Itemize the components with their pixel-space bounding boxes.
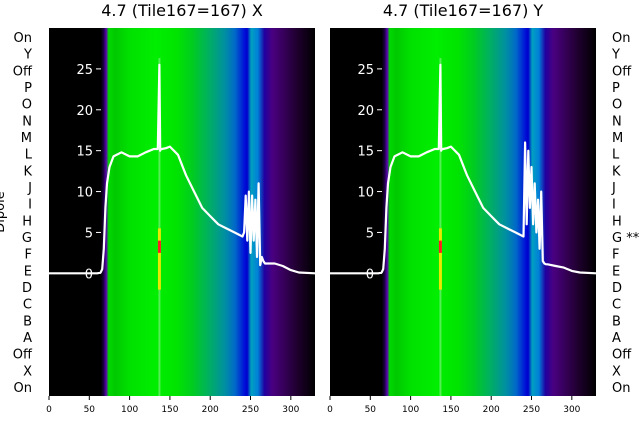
y-tick-label-1: 5 xyxy=(85,226,93,241)
dipole-label-10: I xyxy=(612,198,616,213)
spike-band-0 xyxy=(439,58,442,396)
y-tick-label-0: 0 xyxy=(366,267,374,282)
x-tick-label-3: 150 xyxy=(442,405,459,415)
dipole-label-14: E xyxy=(612,264,620,279)
y-tick-label-0: 0 xyxy=(85,267,93,282)
x-tick-label-5: 250 xyxy=(523,405,540,415)
chart-title: 4.7 (Tile167=167) Y xyxy=(383,1,544,20)
dipole-label-18: A xyxy=(612,331,621,346)
dipole-label-16: C xyxy=(612,298,621,313)
series-line xyxy=(49,63,316,275)
dipole-label-9: J xyxy=(27,181,32,196)
dipole-label-11: H xyxy=(612,214,622,229)
y-ticks: 0 5 10 15 20 25 xyxy=(76,63,101,282)
x-tick-label-2: 100 xyxy=(402,405,419,415)
dipole-label-15: D xyxy=(22,281,32,296)
x-tick-label-2: 100 xyxy=(121,405,138,415)
y-tick-label-1: 5 xyxy=(366,226,374,241)
x-tick-label-4: 200 xyxy=(202,405,219,415)
dipole-label-6: M xyxy=(612,131,623,146)
dipole-label-0: On xyxy=(14,31,32,46)
dipole-label-1: Y xyxy=(23,48,32,63)
spike-red-0 xyxy=(438,240,442,253)
dipole-label-7: L xyxy=(25,148,33,163)
dipole-label-4: O xyxy=(612,98,622,113)
y-tick-label-2: 10 xyxy=(357,186,374,201)
x-tick-label-1: 50 xyxy=(365,405,377,415)
spike-yellow-0 xyxy=(157,228,161,290)
x-ticks: 0 50 100 150 200 250 300 xyxy=(327,396,581,415)
y-tick-label-3: 15 xyxy=(357,145,374,160)
dipole-label-5: N xyxy=(612,114,622,129)
dipole-label-8: K xyxy=(23,164,32,179)
dipole-label-20: X xyxy=(23,364,32,379)
y-tick-label-5: 25 xyxy=(357,63,374,78)
dipole-label-3: P xyxy=(612,81,620,96)
dipole-label-4: O xyxy=(22,98,32,113)
y-tick-label-3: 15 xyxy=(76,145,93,160)
chart-title: 4.7 (Tile167=167) X xyxy=(101,1,263,20)
y-tick-label-5: 25 xyxy=(76,63,93,78)
dipole-label-1: Y xyxy=(611,48,620,63)
dipole-label-2: Off xyxy=(612,64,632,79)
spikes xyxy=(157,58,161,396)
dipole-label-21: On xyxy=(14,381,32,396)
dipole-label-2: Off xyxy=(13,64,33,79)
x-ticks: 0 50 100 150 200 250 300 xyxy=(46,396,300,415)
y-ticks: 0 5 10 15 20 25 xyxy=(357,63,382,282)
dipole-label-17: B xyxy=(612,314,621,329)
x-tick-label-6: 300 xyxy=(282,405,299,415)
dipole-label-3: P xyxy=(24,81,32,96)
series-line xyxy=(330,63,597,275)
heatmap-background xyxy=(330,28,596,396)
dipole-label-5: N xyxy=(22,114,32,129)
dipole-label-11: H xyxy=(22,214,32,229)
dipole-label-15: D xyxy=(612,281,622,296)
dipole-label-16: C xyxy=(23,298,32,313)
dipole-label-12: G ** xyxy=(612,231,640,246)
y-tick-label-2: 10 xyxy=(76,186,93,201)
y-axis-label: Dipole xyxy=(0,191,8,232)
spike-band-0 xyxy=(158,58,161,396)
dipole-label-0: On xyxy=(612,31,630,46)
spikes xyxy=(438,58,442,396)
dipole-label-6: M xyxy=(21,131,32,146)
x-tick-label-3: 150 xyxy=(161,405,178,415)
dipole-label-17: B xyxy=(23,314,32,329)
x-tick-label-6: 300 xyxy=(563,405,580,415)
x-tick-label-0: 0 xyxy=(327,405,333,415)
dipole-label-9: J xyxy=(611,181,616,196)
dipole-label-20: X xyxy=(612,364,621,379)
x-tick-label-0: 0 xyxy=(46,405,52,415)
x-tick-label-4: 200 xyxy=(483,405,500,415)
dipole-label-12: G xyxy=(22,231,32,246)
dipole-label-13: F xyxy=(612,248,619,263)
dipole-label-14: E xyxy=(24,264,32,279)
spike-yellow-0 xyxy=(438,228,442,290)
dipole-label-21: On xyxy=(612,381,630,396)
dipole-label-13: F xyxy=(25,248,32,263)
dipole-label-7: L xyxy=(612,148,620,163)
x-tick-label-5: 250 xyxy=(242,405,259,415)
dipole-label-18: A xyxy=(23,331,32,346)
y-tick-label-4: 20 xyxy=(357,104,374,119)
y-tick-label-4: 20 xyxy=(76,104,93,119)
heatmap-background xyxy=(49,28,315,396)
x-tick-label-1: 50 xyxy=(84,405,96,415)
dipole-label-8: K xyxy=(612,164,621,179)
dipole-label-19: Off xyxy=(13,348,33,363)
spike-red-0 xyxy=(157,240,161,253)
dipole-label-19: Off xyxy=(612,348,632,363)
dipole-label-10: I xyxy=(28,198,32,213)
